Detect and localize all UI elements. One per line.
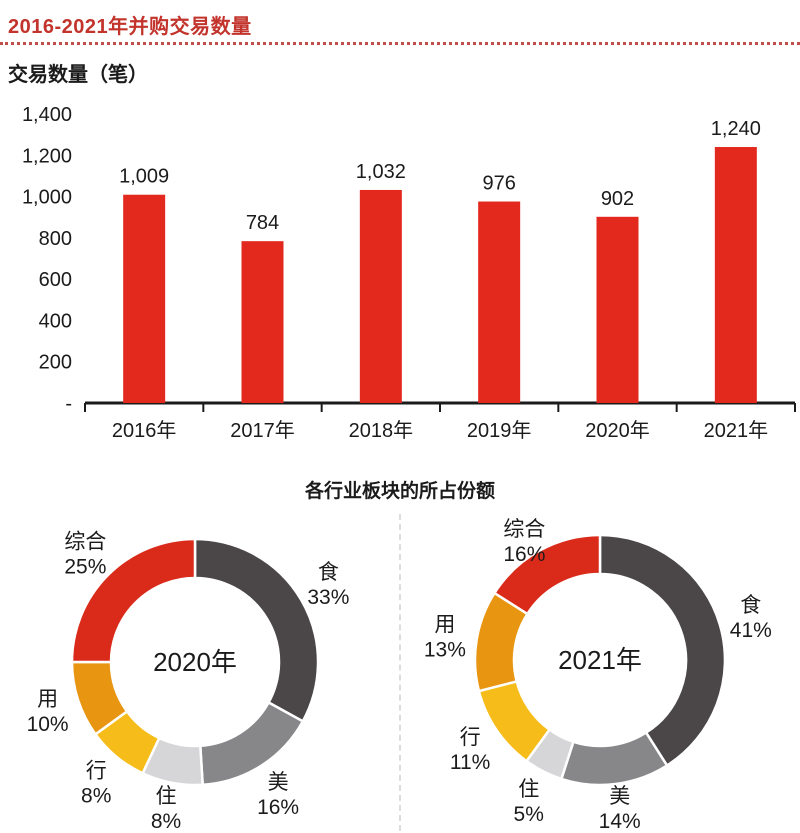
- slice-pct-label: 5%: [514, 803, 544, 826]
- donut-center-label: 2021年: [558, 645, 642, 675]
- bar-chart-title: 交易数量（笔）: [8, 64, 148, 86]
- slice-label: 综合: [503, 518, 545, 541]
- x-axis-category-label: 2018年: [349, 419, 414, 442]
- slice-label: 行: [86, 759, 107, 782]
- donut-slice-食: [598, 533, 727, 768]
- x-axis-category-label: 2017年: [230, 419, 295, 442]
- slice-pct-label: 16%: [503, 543, 545, 566]
- y-axis-tick-label: 200: [39, 352, 72, 374]
- x-axis-category-label: 2016年: [112, 419, 177, 442]
- donut-slice-综合: [70, 537, 197, 664]
- y-axis-tick-label: 600: [39, 269, 72, 291]
- bar-value-label: 1,032: [356, 161, 406, 183]
- y-axis-tick-label: -: [65, 393, 72, 415]
- bar-value-label: 784: [246, 212, 279, 234]
- x-axis-category-label: 2021年: [704, 419, 769, 442]
- y-axis-tick-label: 1,200: [22, 145, 72, 167]
- slice-pct-label: 25%: [64, 555, 106, 578]
- slice-pct-label: 16%: [257, 796, 299, 819]
- bar-chart: 1,400 1,200 1,000 800 600 400 200 - 1,009 2016年 78…: [22, 104, 796, 442]
- page-title: 2016-2021年并购交易数量: [8, 16, 252, 38]
- slice-label: 住: [518, 778, 539, 801]
- bar-value-label: 1,009: [119, 166, 169, 188]
- header-dotted-rule: [0, 42, 800, 45]
- y-axis-tick-label: 1,000: [22, 187, 72, 209]
- donut-slice-综合: [492, 533, 602, 616]
- bar-2018年: [359, 189, 402, 403]
- slice-pct-label: 41%: [730, 619, 772, 642]
- slice-pct-label: 8%: [151, 810, 181, 833]
- slice-label: 美: [609, 785, 630, 808]
- bar-2016年: [123, 194, 166, 403]
- donut-slice-美: [559, 730, 669, 787]
- y-axis-tick-label: 800: [39, 228, 72, 250]
- slice-pct-label: 13%: [424, 638, 466, 661]
- slice-label: 食: [318, 561, 339, 584]
- slice-pct-label: 11%: [450, 751, 490, 774]
- bar-2020年: [596, 216, 639, 403]
- slice-pct-label: 33%: [307, 586, 349, 609]
- slice-label: 用: [37, 688, 58, 711]
- x-axis-category-label: 2019年: [467, 419, 532, 442]
- slice-label: 用: [434, 613, 455, 636]
- donut-section-title: 各行业板块的所占份额: [304, 481, 495, 502]
- bar-value-label: 902: [601, 188, 634, 210]
- x-axis-category-label: 2020年: [585, 419, 650, 442]
- slice-pct-label: 14%: [599, 810, 641, 833]
- bar-value-label: 976: [482, 173, 515, 195]
- slice-pct-label: 8%: [81, 784, 111, 807]
- donut-slice-食: [193, 537, 320, 723]
- slice-label: 美: [268, 771, 289, 794]
- slice-pct-label: 10%: [27, 713, 69, 736]
- donut-center-label: 2020年: [153, 647, 237, 677]
- slice-label: 住: [156, 785, 177, 808]
- y-axis-tick-label: 400: [39, 310, 72, 332]
- slice-label: 行: [460, 726, 481, 749]
- bar-2017年: [241, 241, 284, 403]
- slice-label: 综合: [64, 530, 106, 553]
- bar-value-label: 1,240: [711, 118, 761, 140]
- bar-2021年: [714, 147, 757, 403]
- y-axis-tick-label: 1,400: [22, 104, 72, 126]
- slice-label: 食: [740, 594, 761, 617]
- donut-panel-divider: [399, 514, 401, 831]
- bar-2019年: [478, 201, 521, 403]
